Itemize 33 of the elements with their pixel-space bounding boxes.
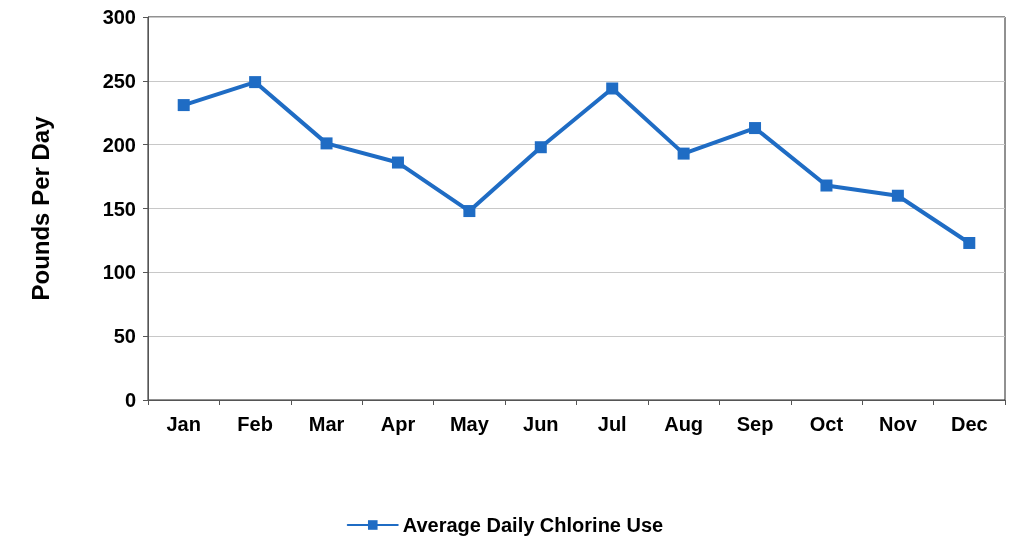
x-tick-label: Nov (878, 413, 918, 435)
point (677, 147, 690, 160)
x-tick-label: Apr (380, 413, 416, 435)
x-tick-label: Jun (523, 413, 559, 435)
x-tick-label: Mar (308, 413, 345, 435)
x-tick-label: Feb (237, 413, 273, 435)
x-tick-label: May (449, 413, 490, 435)
y-tick-label: 150 (102, 197, 136, 220)
x-tick-label: Oct (809, 413, 844, 435)
point (749, 122, 762, 135)
point (463, 205, 476, 218)
legend-label: Average Daily Chlorine Use (402, 514, 664, 536)
y-tick-label: 200 (102, 133, 136, 156)
point (534, 141, 547, 154)
point (320, 137, 333, 150)
y-tick-label: 50 (113, 325, 136, 348)
x-tick-label: Jan (166, 413, 201, 435)
point (963, 236, 976, 249)
y-axis-title: Pounds Per Day (26, 115, 54, 301)
point (177, 99, 190, 112)
x-tick-label: Sep (736, 413, 774, 435)
y-tick-label: 250 (102, 69, 136, 92)
x-tick-label: Aug (664, 413, 704, 435)
point (391, 156, 404, 169)
point (891, 189, 904, 202)
x-tick-label: Dec (950, 413, 988, 435)
y-tick-label: 100 (102, 261, 136, 284)
point (820, 179, 833, 192)
y-tick-label: 0 (124, 389, 136, 411)
point (249, 76, 262, 89)
x-tick-label: Jul (597, 413, 627, 435)
point (606, 82, 619, 95)
y-tick-label: 300 (102, 6, 136, 28)
